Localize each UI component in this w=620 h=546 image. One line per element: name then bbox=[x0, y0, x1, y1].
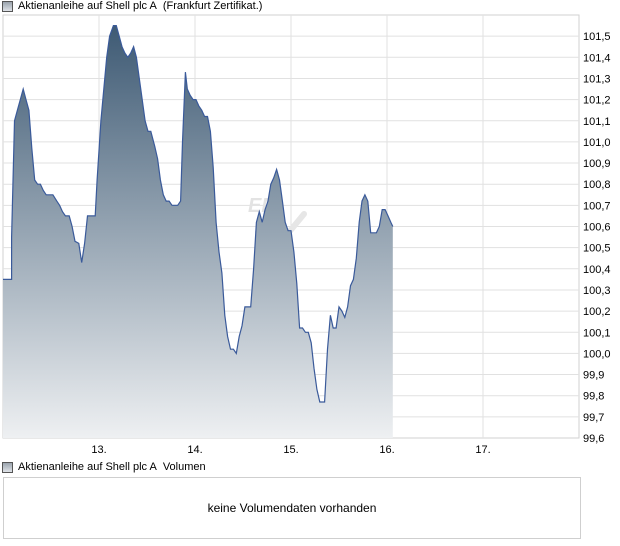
y-tick-label: 101,2 bbox=[583, 95, 611, 107]
y-tick-label: 100,7 bbox=[583, 200, 611, 212]
x-tick-label: 16. bbox=[379, 444, 394, 456]
volume-panel: keine Volumendaten vorhanden bbox=[3, 477, 581, 539]
legend-series-name: Aktienanleihe auf Shell plc A bbox=[18, 0, 157, 12]
x-tick-label: 14. bbox=[187, 444, 202, 456]
y-tick-label: 100,0 bbox=[583, 348, 611, 360]
y-tick-label: 100,6 bbox=[583, 222, 611, 234]
price-line bbox=[3, 25, 394, 403]
y-tick-label: 100,1 bbox=[583, 327, 611, 339]
y-tick-label: 100,8 bbox=[583, 179, 611, 191]
x-tick-label: 17. bbox=[475, 444, 490, 456]
chart-legend: Aktienanleihe auf Shell plc A (Frankfurt… bbox=[2, 0, 262, 12]
x-tick-label: 15. bbox=[283, 444, 298, 456]
volume-legend: Aktienanleihe auf Shell plc A Volumen bbox=[2, 461, 206, 473]
y-tick-label: 100,2 bbox=[583, 306, 611, 318]
y-tick-label: 99,7 bbox=[583, 412, 604, 424]
y-tick-label: 100,9 bbox=[583, 158, 611, 170]
y-tick-label: 101,1 bbox=[583, 116, 611, 128]
x-tick-label: 13. bbox=[91, 444, 106, 456]
y-tick-label: 99,6 bbox=[583, 433, 604, 445]
volume-swatch-icon bbox=[2, 461, 13, 473]
y-tick-label: 99,9 bbox=[583, 370, 604, 382]
price-chart: 101,5 101,4 101,3 101,2 101,1 101,0 100,9 100,8… bbox=[2, 14, 611, 456]
y-tick-label: 100,5 bbox=[583, 243, 611, 255]
volume-empty-message: keine Volumendaten vorhanden bbox=[207, 501, 377, 515]
y-tick-label: 100,4 bbox=[583, 264, 611, 276]
legend-exchange: (Frankfurt Zertifikat.) bbox=[162, 0, 263, 12]
y-tick-label: 100,3 bbox=[583, 285, 611, 297]
y-tick-label: 99,8 bbox=[583, 391, 604, 403]
volume-legend-label: Volumen bbox=[162, 461, 206, 473]
y-tick-label: 101,3 bbox=[583, 73, 611, 85]
series-swatch-icon bbox=[2, 0, 13, 12]
y-tick-label: 101,5 bbox=[583, 31, 611, 43]
y-tick-label: 101,0 bbox=[583, 137, 611, 149]
volume-legend-series: Aktienanleihe auf Shell plc A bbox=[18, 461, 157, 473]
y-tick-label: 101,4 bbox=[583, 52, 611, 64]
